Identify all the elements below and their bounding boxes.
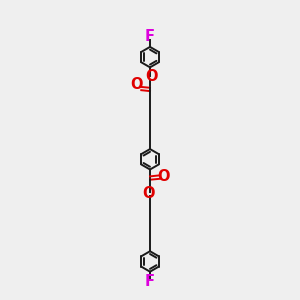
Text: O: O: [145, 70, 158, 85]
Text: F: F: [145, 29, 155, 44]
Text: F: F: [145, 274, 155, 290]
Text: O: O: [131, 77, 143, 92]
Text: O: O: [142, 186, 155, 201]
Text: O: O: [157, 169, 169, 184]
